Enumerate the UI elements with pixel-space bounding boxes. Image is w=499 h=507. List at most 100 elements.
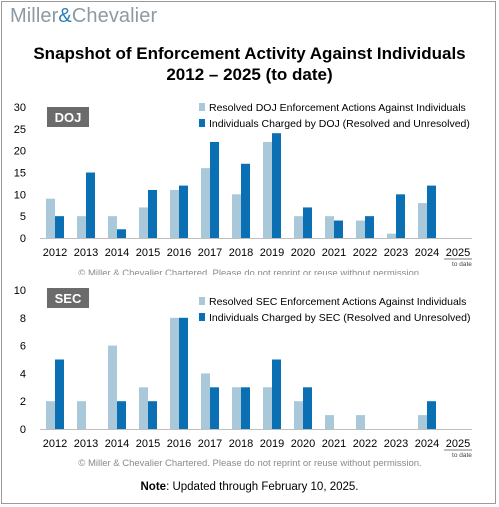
- doj-x-tick-label: 2024: [415, 247, 439, 259]
- doj-x-tick-label: 2014: [105, 247, 129, 259]
- doj-bar-charged: [396, 194, 405, 238]
- doj-bar-resolved: [263, 141, 272, 238]
- sec-legend-label: Resolved SEC Enforcement Actions Against…: [209, 296, 466, 308]
- footnote: Note: Updated through February 10, 2025.: [0, 481, 499, 493]
- doj-bar-charged: [303, 207, 312, 238]
- doj-bar-charged: [365, 216, 374, 238]
- footnote-text: : Updated through February 10, 2025.: [166, 481, 359, 493]
- doj-x-tick-label: 2022: [353, 247, 377, 259]
- sec-bar-resolved: [418, 415, 427, 429]
- doj-bar-resolved: [325, 216, 334, 238]
- sec-y-tick-label: 6: [20, 341, 26, 353]
- sec-bar-charged: [55, 359, 64, 429]
- doj-bar-resolved: [170, 189, 179, 238]
- doj-x-tick-label: 2018: [229, 247, 253, 259]
- sec-y-tick-label: 8: [20, 313, 26, 325]
- doj-bar-charged: [179, 185, 188, 238]
- sec-watermark: © Miller & Chevalier Chartered. Please d…: [78, 458, 421, 469]
- doj-x-tick-label: 2013: [74, 247, 98, 259]
- sec-x-tick-label: 2020: [291, 438, 315, 450]
- doj-bar-charged: [210, 141, 219, 238]
- doj-bar-resolved: [201, 168, 210, 238]
- sec-x-tick-label: 2017: [198, 438, 222, 450]
- sec-y-tick-label: 4: [20, 368, 26, 380]
- doj-watermark: © Miller & Chevalier Chartered. Please d…: [78, 268, 421, 275]
- doj-bar-resolved: [77, 216, 86, 238]
- doj-legend-swatch: [199, 119, 205, 127]
- sec-bar-resolved: [139, 387, 148, 429]
- doj-x-tick-label: 2016: [167, 247, 191, 259]
- brand-name-part1: Miller: [10, 5, 59, 27]
- doj-x-tick-label: 2021: [322, 247, 346, 259]
- sec-bar-resolved: [294, 401, 303, 429]
- sec-bar-resolved: [232, 387, 241, 429]
- sec-x-tick-label: 2012: [43, 438, 67, 450]
- doj-y-tick-label: 25: [14, 124, 26, 136]
- sec-legend-swatch: [199, 297, 205, 305]
- doj-y-tick-label: 15: [14, 168, 26, 180]
- footnote-label: Note: [140, 481, 167, 493]
- sec-legend-swatch: [199, 313, 205, 321]
- sec-bar-charged: [303, 387, 312, 429]
- chart-title-line2: 2012 – 2025 (to date): [166, 65, 333, 84]
- sec-y-tick-label: 10: [14, 285, 26, 297]
- sec-y-tick-label: 2: [20, 396, 26, 408]
- brand-name-part2: Chevalier: [71, 5, 158, 27]
- sec-bar-charged: [117, 401, 126, 429]
- doj-bar-resolved: [46, 198, 55, 238]
- sec-bar-charged: [427, 401, 436, 429]
- sec-x-tick-label: 2015: [136, 438, 160, 450]
- sec-x-tick-label: 2013: [74, 438, 98, 450]
- sec-bar-charged: [179, 317, 188, 429]
- sec-panel-label: SEC: [55, 291, 82, 306]
- sec-panel-label-box: [47, 288, 89, 308]
- doj-bar-resolved: [356, 220, 365, 238]
- sec-bar-resolved: [170, 317, 179, 429]
- doj-bar-charged: [86, 172, 95, 238]
- sec-bar-resolved: [356, 415, 365, 429]
- doj-y-tick-label: 20: [14, 146, 26, 158]
- sec-x-tick-label: 2018: [229, 438, 253, 450]
- doj-bar-resolved: [418, 203, 427, 238]
- sec-x-tick-label: 2025: [446, 438, 470, 450]
- sec-bar-charged: [210, 387, 219, 429]
- doj-x-sublabel: to date: [452, 261, 472, 268]
- doj-bar-charged: [117, 229, 126, 238]
- sec-bar-resolved: [77, 401, 86, 429]
- sec-x-tick-label: 2023: [384, 438, 408, 450]
- sec-legend-label: Individuals Charged by SEC (Resolved and…: [209, 312, 470, 324]
- sec-bar-resolved: [263, 387, 272, 429]
- doj-bar-resolved: [232, 194, 241, 238]
- doj-x-tick-label: 2023: [384, 247, 408, 259]
- doj-x-tick-label: 2020: [291, 247, 315, 259]
- doj-y-tick-label: 5: [20, 211, 26, 223]
- sec-x-tick-label: 2022: [353, 438, 377, 450]
- sec-bar-charged: [148, 401, 157, 429]
- sec-x-tick-label: 2014: [105, 438, 129, 450]
- sec-bar-resolved: [325, 415, 334, 429]
- sec-x-tick-label: 2019: [260, 438, 284, 450]
- doj-bar-charged: [241, 163, 250, 238]
- brand-ampersand: &: [58, 5, 72, 27]
- doj-panel-label-box: [47, 107, 89, 127]
- doj-panel-label: DOJ: [55, 110, 82, 125]
- doj-bar-charged: [334, 220, 343, 238]
- doj-bar-resolved: [139, 207, 148, 238]
- doj-y-tick-label: 30: [14, 102, 26, 114]
- doj-x-tick-label: 2012: [43, 247, 67, 259]
- sec-x-sublabel: to date: [452, 452, 472, 459]
- chart-title-line1: Snapshot of Enforcement Activity Against…: [33, 44, 466, 63]
- sec-chart: SEC 0 2 4 6 8 10 2012 2013 2014 2015 2016 2017 2018 20…: [14, 285, 473, 469]
- sec-bar-resolved: [108, 345, 117, 429]
- sec-x-tick-label: 2024: [415, 438, 439, 450]
- doj-legend-label: Resolved DOJ Enforcement Actions Against…: [209, 102, 466, 114]
- sec-bar-resolved: [46, 401, 55, 429]
- doj-bar-charged: [427, 185, 436, 238]
- doj-legend-label: Individuals Charged by DOJ (Resolved and…: [209, 118, 470, 130]
- sec-bar-resolved: [201, 373, 210, 429]
- brand-logo: Miller&Chevalier: [10, 5, 157, 28]
- sec-bar-charged: [272, 359, 281, 429]
- sec-y-tick-label: 0: [20, 424, 26, 436]
